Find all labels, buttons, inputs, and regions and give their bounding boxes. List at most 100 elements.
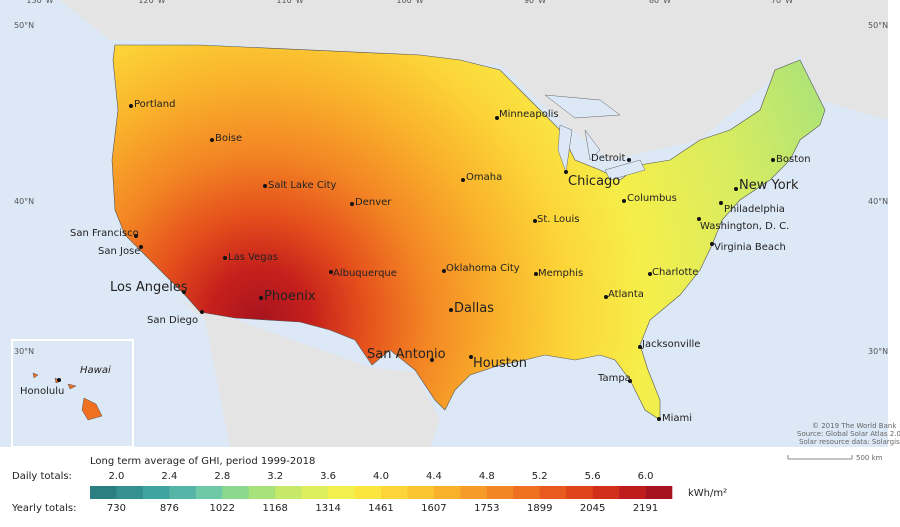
longitude-label: 120°W <box>138 0 165 5</box>
city-label: Houston <box>473 356 527 371</box>
city-label: Omaha <box>466 172 502 183</box>
legend-swatch <box>433 486 461 499</box>
city-label: Jacksonville <box>641 339 700 350</box>
city-dot <box>430 358 434 362</box>
city-label: Phoenix <box>264 289 316 304</box>
city-dot <box>719 201 723 205</box>
city-dot <box>622 199 626 203</box>
longitude-label: 100°W <box>396 0 423 5</box>
yearly-value: 1461 <box>368 503 393 514</box>
longitude-label: 130°W <box>26 0 53 5</box>
yearly-value: 2045 <box>580 503 605 514</box>
legend-swatch <box>195 486 223 499</box>
mexico <box>180 300 440 447</box>
latitude-label: 30°N <box>14 347 34 356</box>
city-dot <box>223 256 227 260</box>
legend-swatch <box>407 486 435 499</box>
yearly-value: 1314 <box>315 503 340 514</box>
city-label: Minneapolis <box>499 109 559 120</box>
legend-swatch <box>645 486 673 499</box>
yearly-value: 2191 <box>633 503 658 514</box>
city-label: Salt Lake City <box>268 180 337 191</box>
city-dot <box>734 187 738 191</box>
daily-label: Daily totals: <box>12 471 72 482</box>
city-dot <box>657 417 661 421</box>
city-dot <box>200 310 204 314</box>
daily-value: 6.0 <box>638 471 654 482</box>
longitude-label: 80°W <box>649 0 671 5</box>
yearly-value: 1753 <box>474 503 499 514</box>
city-dot <box>638 345 642 349</box>
legend-swatch <box>381 486 408 499</box>
daily-value: 3.6 <box>320 471 336 482</box>
city-label: Dallas <box>454 301 494 316</box>
legend-swatch <box>90 486 117 499</box>
legend-swatch <box>486 486 514 499</box>
canada <box>0 0 888 160</box>
city-dot <box>461 178 465 182</box>
city-dot <box>697 217 701 221</box>
city-label: Oklahoma City <box>446 263 520 274</box>
scale-bar <box>787 455 853 460</box>
city-label: Albuquerque <box>333 268 397 279</box>
legend-swatch <box>513 486 541 499</box>
city-dot <box>564 170 568 174</box>
daily-value: 5.6 <box>585 471 601 482</box>
daily-value: 5.2 <box>532 471 548 482</box>
legend-swatch <box>275 486 302 499</box>
legend-swatch <box>301 486 329 499</box>
city-dot <box>139 245 143 249</box>
city-label: San Jose <box>98 246 140 257</box>
city-dot <box>182 290 186 294</box>
latitude-label: 40°N <box>14 197 34 206</box>
legend-swatch <box>169 486 197 499</box>
city-label: Miami <box>662 413 692 424</box>
city-label: Charlotte <box>652 267 698 278</box>
city-dot <box>495 116 499 120</box>
city-dot <box>648 272 652 276</box>
city-dot <box>57 378 61 382</box>
daily-value: 3.2 <box>267 471 283 482</box>
yearly-value: 1607 <box>421 503 446 514</box>
legend-swatch <box>222 486 250 499</box>
city-dot <box>534 272 538 276</box>
city-label: San Antonio <box>367 347 446 362</box>
city-dot <box>442 269 446 273</box>
scale-label: 500 km <box>856 454 883 462</box>
city-dot <box>449 308 453 312</box>
city-label: Boston <box>776 154 811 165</box>
latitude-label: 50°N <box>868 21 888 30</box>
city-dot <box>329 270 333 274</box>
city-dot <box>469 355 473 359</box>
longitude-label: 90°W <box>524 0 546 5</box>
city-label: Philadelphia <box>724 204 785 215</box>
city-label: Boise <box>215 133 242 144</box>
city-dot <box>710 242 714 246</box>
city-dot <box>129 104 133 108</box>
legend-unit: kWh/m² <box>688 488 727 499</box>
legend-swatch <box>328 486 355 499</box>
city-dot <box>263 184 267 188</box>
legend-swatch <box>248 486 276 499</box>
credit: Solar resource data: Solargis <box>799 438 900 446</box>
legend-swatch <box>566 486 593 499</box>
inset-city: Honolulu <box>20 386 64 397</box>
city-label: Los Angeles <box>110 280 188 295</box>
city-dot <box>771 158 775 162</box>
longitude-label: 110°W <box>276 0 303 5</box>
city-label: Chicago <box>568 174 620 189</box>
yearly-value: 1022 <box>210 503 235 514</box>
city-label: St. Louis <box>537 214 579 225</box>
daily-value: 4.0 <box>373 471 389 482</box>
city-label: Memphis <box>538 268 583 279</box>
legend-title: Long term average of GHI, period 1999-20… <box>90 456 315 467</box>
daily-value: 2.8 <box>214 471 230 482</box>
city-label: Detroit <box>591 153 626 164</box>
credit: © 2019 The World Bank <box>812 422 897 430</box>
hawaii-inset <box>11 339 134 448</box>
legend-swatch <box>354 486 382 499</box>
daily-value: 4.4 <box>426 471 442 482</box>
legend-swatch <box>539 486 567 499</box>
city-label: San Francisco <box>70 228 139 239</box>
